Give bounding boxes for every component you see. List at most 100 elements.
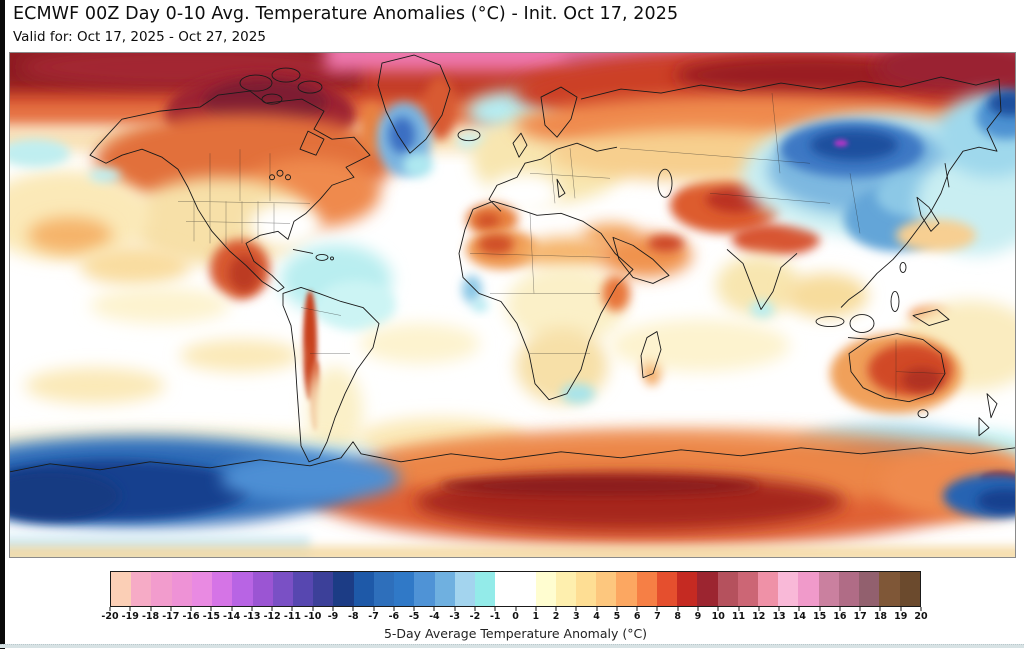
colorbar-cell [191, 572, 213, 606]
colorbar-tick-mark [271, 607, 273, 611]
colorbar-tick-mark [210, 607, 212, 611]
colorbar-ticks: -20 -19 -18 -17 -16 -15 -14 -13 -12 -11 -10 -9 -8 -7-… [101, 607, 928, 624]
colorbar-tick-label: -4 [429, 611, 440, 622]
colorbar-tick-label: -5 [408, 611, 420, 622]
colorbar-cell [596, 572, 617, 606]
colorbar-tick-label: -16 [182, 611, 200, 622]
colorbar-tick-mark [129, 607, 131, 611]
colorbar-cell [859, 572, 880, 606]
colorbar-tick-label: -15 [202, 611, 220, 622]
colorbar-cell [636, 572, 657, 606]
colorbar-legend: -20 -19 -18 -17 -16 -15 -14 -13 -12 -11 -10 -9 -8 -7-… [101, 571, 928, 641]
colorbar-tick-mark [758, 607, 760, 611]
colorbar-cell [373, 572, 395, 606]
colorbar-tick-label: 2 [552, 611, 560, 622]
colorbar-tick-label: -7 [368, 611, 379, 622]
colorbar-tick-mark [819, 607, 821, 611]
colorbar-tick-label: 12 [752, 611, 766, 622]
colorbar-tick-label: 1 [532, 611, 540, 622]
colorbar-cell [131, 572, 152, 606]
colorbar-tick-label: 4 [593, 611, 600, 622]
colorbar-cell [576, 572, 597, 606]
political-borders [177, 93, 946, 398]
colorbar-tick-mark [859, 607, 861, 611]
colorbar-cell [838, 572, 860, 606]
colorbar-tick-mark [575, 607, 577, 611]
colorbar-tick-label: 20 [914, 611, 928, 622]
colorbar-cell [616, 572, 637, 606]
colorbar-tick-label: 10 [711, 611, 725, 622]
colorbar-cell [555, 572, 577, 606]
window-edge-bar [0, 0, 5, 649]
colorbar-cell [414, 572, 435, 606]
colorbar-tick-mark [778, 607, 780, 611]
colorbar-cell [292, 572, 314, 606]
colorbar-tick-label: 0 [512, 611, 519, 622]
colorbar-tick-mark [596, 607, 598, 611]
colorbar-tick-mark [677, 607, 679, 611]
colorbar-cell [818, 572, 839, 606]
colorbar-tick-label: 15 [813, 611, 827, 622]
colorbar-tick-label: -6 [388, 611, 400, 622]
colorbar-tick-label: 13 [772, 611, 786, 622]
colorbar-tick-mark [656, 607, 658, 611]
colorbar-tick-mark [170, 607, 172, 611]
colorbar-tick-mark [879, 607, 881, 611]
temperature-field [10, 53, 1015, 557]
colorbar-tick-label: 8 [674, 611, 681, 622]
colorbar-tick-mark [920, 607, 922, 611]
colorbar-tick-label: -8 [348, 611, 359, 622]
colorbar-tick-mark [738, 607, 740, 611]
colorbar-cell [495, 572, 516, 606]
colorbar-tick-mark [291, 607, 293, 611]
colorbar-cell [515, 572, 536, 606]
colorbar-tick-mark [839, 607, 841, 611]
colorbar-tick-mark [900, 607, 902, 611]
colorbar-cell [272, 572, 293, 606]
bottom-divider [0, 644, 1024, 648]
colorbar-tick-label: -1 [489, 611, 501, 622]
colorbar-tick-mark [332, 607, 334, 611]
colorbar-tick-label: 18 [873, 611, 888, 622]
coastlines [10, 54, 1015, 473]
colorbar-tick-label: -2 [469, 611, 481, 622]
colorbar-cell [899, 572, 920, 606]
colorbar-tick-label: -17 [162, 611, 180, 622]
colorbar-cell [677, 572, 698, 606]
colorbar-tick-label: -11 [283, 611, 302, 622]
colorbar-tick-label: 14 [792, 611, 806, 622]
page-title: ECMWF 00Z Day 0-10 Avg. Temperature Anom… [13, 4, 679, 24]
colorbar-cell [394, 572, 415, 606]
colorbar-tick-label: 19 [894, 611, 908, 622]
colorbar-cell [535, 572, 556, 606]
colorbar-cell [697, 572, 718, 606]
colorbar-tick-mark [231, 607, 233, 611]
colorbar-tick-label: -18 [141, 611, 160, 622]
header: ECMWF 00Z Day 0-10 Avg. Temperature Anom… [13, 3, 1013, 45]
colorbar-cell [252, 572, 273, 606]
colorbar-cell [232, 572, 253, 606]
colorbar-tick-mark [150, 607, 152, 611]
colorbar-cell [656, 572, 678, 606]
colorbar-cell [778, 572, 799, 606]
colorbar-tick-mark [109, 607, 111, 611]
colorbar-cell [333, 572, 354, 606]
colorbar-tick-mark [352, 607, 354, 611]
colorbar-tick-mark [413, 607, 415, 611]
colorbar-tick-label: -20 [101, 611, 119, 622]
colorbar-tick-label: -9 [327, 611, 339, 622]
colorbar-tick-mark [251, 607, 253, 611]
colorbar-tick-mark [433, 607, 435, 611]
colorbar-tick-mark [616, 607, 618, 611]
colorbar-tick-mark [190, 607, 192, 611]
colorbar-tick-label: -10 [304, 611, 322, 622]
colorbar-tick-label: -12 [263, 611, 281, 622]
colorbar-tick-mark [474, 607, 476, 611]
colorbar-tick-mark [393, 607, 395, 611]
colorbar-tick-mark [373, 607, 375, 611]
colorbar-tick-mark [454, 607, 456, 611]
colorbar-cell [212, 572, 233, 606]
colorbar-tick-label: -3 [449, 611, 460, 622]
colorbar-tick-label: 16 [833, 611, 847, 622]
colorbar-tick-label: 3 [573, 611, 580, 622]
